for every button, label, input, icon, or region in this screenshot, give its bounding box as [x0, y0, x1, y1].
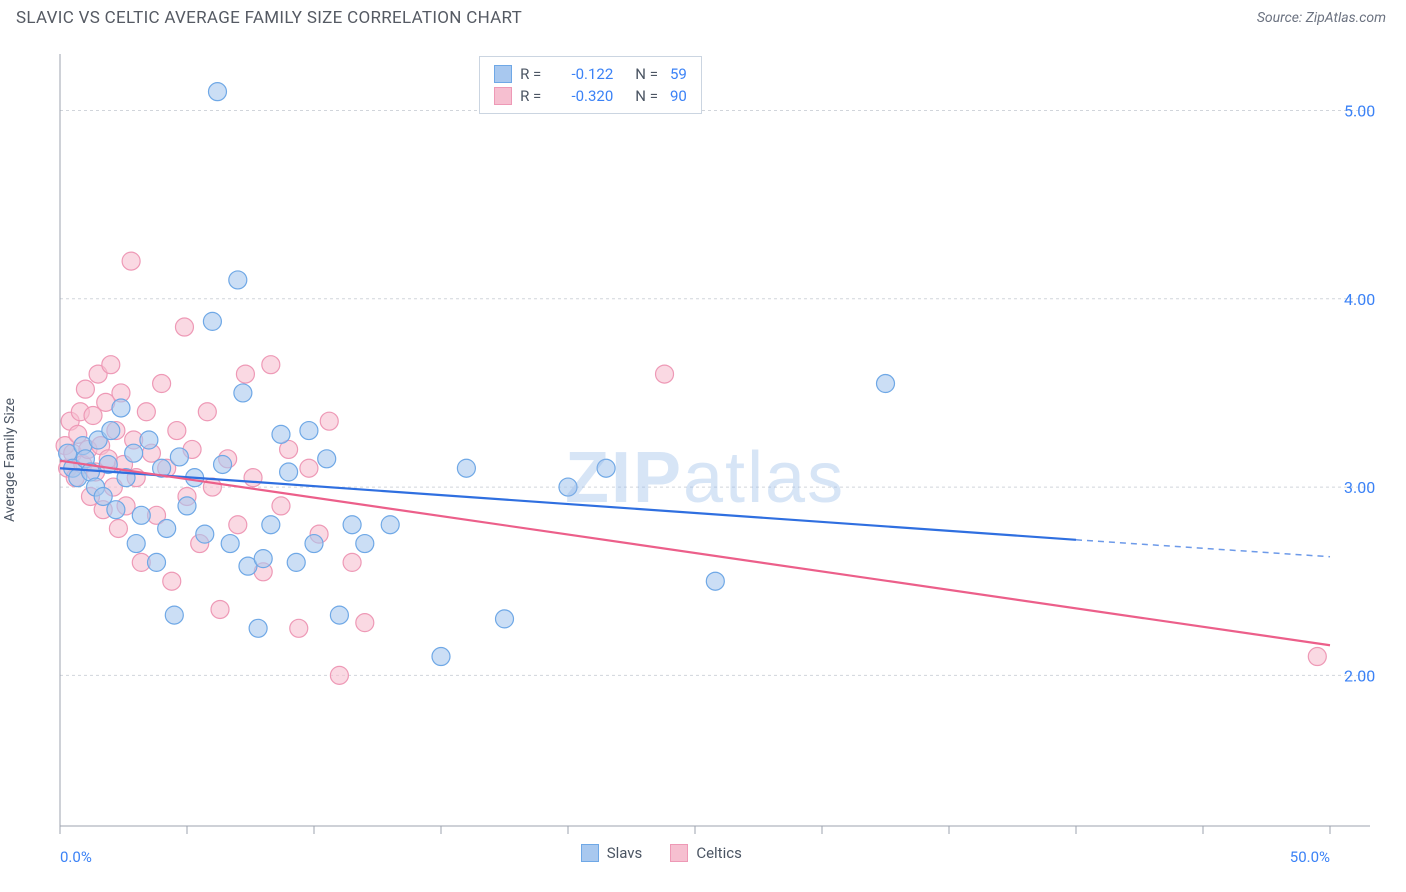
data-point — [320, 412, 338, 430]
data-point — [1308, 648, 1326, 666]
data-point — [203, 478, 221, 496]
regression-line-extrapolated — [1076, 540, 1330, 557]
svg-text:4.00: 4.00 — [1344, 290, 1375, 309]
data-point — [272, 497, 290, 515]
data-point — [170, 448, 188, 466]
legend-r-value: -0.122 — [553, 63, 613, 85]
data-point — [148, 553, 166, 571]
data-point — [175, 318, 193, 336]
legend-n-label: N = — [635, 63, 658, 85]
data-point — [287, 553, 305, 571]
svg-text:2.00: 2.00 — [1344, 666, 1375, 685]
data-point — [254, 550, 272, 568]
data-point — [330, 666, 348, 684]
data-point — [356, 535, 374, 553]
y-axis-label: Average Family Size — [2, 398, 18, 522]
data-point — [178, 497, 196, 515]
legend-row: R = -0.320 N = 90 — [494, 85, 687, 107]
data-point — [706, 572, 724, 590]
source-label: Source: ZipAtlas.com — [1257, 10, 1386, 26]
scatter-chart: 2.00 3.00 4.00 5.00 0.0% 50.0% — [16, 38, 1390, 882]
data-point — [496, 610, 514, 628]
data-point — [318, 450, 336, 468]
legend-swatch — [494, 87, 512, 105]
legend-swatch — [494, 65, 512, 83]
data-point — [656, 365, 674, 383]
data-point — [249, 619, 267, 637]
data-point — [280, 463, 298, 481]
data-point — [125, 444, 143, 462]
series-name: Celtics — [696, 844, 742, 862]
data-point — [127, 535, 145, 553]
data-point — [211, 600, 229, 618]
data-point — [137, 403, 155, 421]
svg-text:3.00: 3.00 — [1344, 478, 1375, 497]
data-point — [76, 380, 94, 398]
data-point — [877, 375, 895, 393]
data-point — [343, 516, 361, 534]
legend-r-label: R = — [520, 85, 541, 107]
data-point — [140, 431, 158, 449]
data-point — [457, 459, 475, 477]
data-point — [381, 516, 399, 534]
data-point — [221, 535, 239, 553]
data-point — [168, 422, 186, 440]
svg-text:50.0%: 50.0% — [1290, 848, 1330, 866]
correlation-legend: R = -0.122 N = 59 R = -0.320 N = 90 — [479, 56, 702, 114]
data-point — [102, 356, 120, 374]
data-point — [244, 469, 262, 487]
data-point — [198, 403, 216, 421]
data-point — [330, 606, 348, 624]
data-point — [132, 506, 150, 524]
page-title: SLAVIC VS CELTIC AVERAGE FAMILY SIZE COR… — [16, 8, 522, 28]
data-point — [305, 535, 323, 553]
legend-n-value: 59 — [670, 63, 687, 85]
data-point — [196, 525, 214, 543]
data-point — [153, 375, 171, 393]
data-point — [356, 614, 374, 632]
chart-container: Average Family Size 2.003.004.005.000.0%… — [16, 38, 1390, 882]
data-point — [597, 459, 615, 477]
data-point — [300, 459, 318, 477]
data-point — [203, 312, 221, 330]
data-point — [229, 516, 247, 534]
svg-text:5.00: 5.00 — [1344, 101, 1375, 120]
svg-text:0.0%: 0.0% — [60, 848, 92, 866]
series-legend: Slavs Celtics — [581, 844, 742, 862]
data-point — [208, 83, 226, 101]
legend-n-value: 90 — [670, 85, 687, 107]
legend-r-label: R = — [520, 63, 541, 85]
data-point — [163, 572, 181, 590]
data-point — [272, 425, 290, 443]
data-point — [559, 478, 577, 496]
legend-swatch — [581, 844, 599, 862]
legend-r-value: -0.320 — [553, 85, 613, 107]
regression-line — [60, 461, 1330, 646]
data-point — [432, 648, 450, 666]
data-point — [262, 356, 280, 374]
data-point — [158, 519, 176, 537]
data-point — [102, 422, 120, 440]
data-point — [262, 516, 280, 534]
legend-swatch — [670, 844, 688, 862]
data-point — [112, 399, 130, 417]
data-point — [234, 384, 252, 402]
data-point — [229, 271, 247, 289]
series-name: Slavs — [607, 844, 643, 862]
series-legend-item: Celtics — [670, 844, 742, 862]
data-point — [109, 519, 127, 537]
data-point — [343, 553, 361, 571]
legend-n-label: N = — [635, 85, 658, 107]
data-point — [290, 619, 308, 637]
data-point — [122, 252, 140, 270]
legend-row: R = -0.122 N = 59 — [494, 63, 687, 85]
data-point — [165, 606, 183, 624]
data-point — [107, 501, 125, 519]
series-legend-item: Slavs — [581, 844, 643, 862]
data-point — [236, 365, 254, 383]
data-point — [300, 422, 318, 440]
data-point — [214, 455, 232, 473]
